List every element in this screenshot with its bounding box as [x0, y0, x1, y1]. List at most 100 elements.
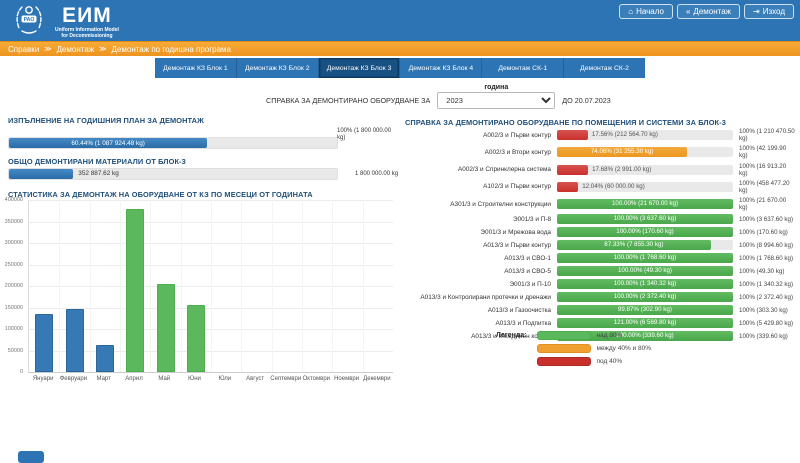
rao-emblem-icon: РАО	[10, 2, 48, 41]
brand-title: ЕИМ	[62, 3, 112, 27]
report-row-progressbar: 17.68% (2 991.00 kg)	[557, 164, 733, 175]
tab-4[interactable]: Демонтаж КЗ Блок 4	[400, 58, 483, 78]
chart-bar-Февруари	[65, 309, 84, 372]
chart-vline	[89, 200, 91, 372]
breadcrumb-separator: ≫	[99, 46, 107, 53]
report-row-fill	[557, 305, 733, 316]
chart-x-tick: Януари	[32, 376, 54, 382]
report-row-total: 100% (339.60 kg)	[739, 332, 788, 340]
chart-x-tick: Декември	[363, 376, 391, 382]
total-materials-bar-text: 352 887.62 kg	[78, 170, 119, 177]
report-row: А301/3 и Строителни конструкции 100.00% (…	[405, 197, 798, 211]
tab-1[interactable]: Демонтаж КЗ Блок 1	[155, 58, 237, 78]
chart-vline	[120, 200, 121, 372]
legend-item-green: над 80%	[536, 331, 651, 340]
annual-plan-fill: 60.44% (1 087 924.48 kg)	[9, 138, 208, 148]
report-row-bar-text: 99.87% (302.90 kg)	[617, 306, 672, 314]
report-row-total: 100% (1 210 470.50 kg)	[739, 128, 795, 143]
report-row-bar-text: 100.00% (2 372.40 kg)	[613, 293, 677, 301]
nav-button-signout[interactable]: ⇥ Изход	[744, 4, 794, 19]
report-row: А013/3 и СВО-1 100.00% (1 768.60 kg) 100% …	[405, 253, 798, 264]
chart-x-tick: Ноември	[334, 376, 360, 382]
chart-x-tick: Септември	[270, 376, 302, 382]
rooms-report-title: СПРАВКА ЗА ДЕМОНТИРАНО ОБОРУДВАНЕ ПО ПОМ…	[405, 118, 726, 127]
chart-x-tick: Март	[96, 376, 111, 382]
annual-plan-progressbar: 60.44% (1 087 924.48 kg)	[8, 137, 338, 149]
report-row-total: 100% (16 913.20 kg)	[739, 162, 787, 177]
breadcrumb: Справки ≫ Демонтаж ≫ Демонтаж по годишна про…	[0, 41, 800, 56]
chart-vline	[271, 200, 273, 372]
report-row-label: А013/3 и СВО-5	[504, 267, 551, 275]
legend-swatch-green	[536, 331, 591, 340]
report-row-bar-text: 17.68% (2 991.00 kg)	[592, 165, 652, 173]
report-row-progressbar: 121.00% (6 569.80 kg)	[557, 318, 733, 329]
report-row-total: 100% (8 994.60 kg)	[739, 241, 794, 249]
chart-x-tick: Октомври	[302, 376, 331, 382]
filter-until-label: ДО 20.07.2023	[562, 96, 611, 105]
report-row-fill	[557, 147, 688, 158]
chart-y-tick: 200000	[4, 283, 23, 289]
report-row-fill	[557, 266, 733, 277]
report-row: А102/3 и Първи контур 12.04% (60 000.00 k…	[405, 180, 798, 194]
report-row-progressbar: 74.06% (31 255.30 kg)	[557, 147, 733, 158]
chart-y-tick: 0	[19, 369, 23, 375]
report-row-label: А013/3 и СВО-1	[504, 254, 551, 262]
chart-y-tick: 400000	[4, 197, 23, 203]
report-row-progressbar: 100.00% (170.60 kg)	[557, 227, 733, 238]
tab-2[interactable]: Демонтаж КЗ Блок 2	[236, 58, 319, 78]
breadcrumb-item-1[interactable]: Справки	[8, 44, 40, 54]
breadcrumb-item-3[interactable]: Демонтаж по годишна програма	[111, 44, 232, 54]
report-row-label: А013/3 и Първи контур	[483, 241, 551, 249]
rooms-report-table: А002/3 и Първи контур 17.56% (212 564.70 …	[405, 128, 798, 344]
report-row-label: А002/3 и Първи контур	[483, 131, 551, 139]
report-row-fill	[557, 164, 589, 175]
report-row-label: Э001/3 и П-10	[509, 280, 551, 288]
total-materials-fill	[9, 169, 74, 179]
report-row-label: А013/3 и Подпитка	[495, 319, 551, 327]
total-materials-progressbar: 352 887.62 kg	[8, 168, 338, 180]
report-row: Э001/3 и П-8 100.00% (3 637.60 kg) 100% (3…	[405, 214, 798, 225]
report-row-fill	[557, 318, 733, 329]
year-select[interactable]: 2023	[437, 92, 556, 109]
filter-prefix-label: СПРАВКА ЗА ДЕМОНТИРАНО ОБОРУДВАНЕ ЗА	[266, 96, 431, 105]
report-row: А002/3 и Спринклерна система 17.68% (2 99…	[405, 163, 798, 177]
legend-label: под 40%	[596, 358, 623, 365]
report-filter: СПРАВКА ЗА ДЕМОНТИРАНО ОБОРУДВАНЕ ЗА год…	[266, 84, 611, 109]
chart-y-tick: 100000	[4, 326, 23, 332]
report-row-bar-text: 121.00% (6 569.80 kg)	[613, 319, 677, 327]
chart-y-tick: 150000	[4, 304, 23, 311]
report-row-total: 100% (303.30 kg)	[739, 306, 788, 314]
report-row-total: 100% (1 768.60 kg)	[739, 254, 794, 262]
report-row-fill	[557, 240, 711, 251]
report-row-label: А102/3 и Първи контур	[483, 183, 551, 191]
report-row-bar-text: 100.00% (1 768.60 kg)	[613, 254, 677, 262]
breadcrumb-separator: ≫	[44, 46, 52, 53]
report-row-bar-text: 100.00% (339.60 kg)	[616, 332, 674, 340]
report-row-fill	[557, 279, 733, 290]
chart-vline	[211, 200, 212, 372]
nav-button-back[interactable]: «Демонтаж	[676, 4, 741, 19]
breadcrumb-item-2[interactable]: Демонтаж	[56, 44, 95, 54]
tab-5[interactable]: Демонтаж СК-1	[482, 58, 565, 78]
report-row-label: Э001/3 и Мрежова вода	[480, 228, 551, 236]
report-row-fill	[557, 130, 588, 141]
chart-x-tick: Май	[158, 376, 171, 382]
legend-item-orange: между 40% и 80%	[536, 344, 651, 353]
legend-label: между 40% и 80%	[596, 345, 651, 352]
report-row-progressbar: 17.56% (212 564.70 kg)	[557, 130, 733, 141]
report-row-bar-text: 74.06% (31 255.30 kg)	[590, 148, 654, 156]
chart-x-tick: Юли	[218, 376, 232, 382]
annual-plan-total: 100% (1 800 000.00 kg)	[337, 128, 392, 141]
tab-6[interactable]: Демонтаж СК-2	[564, 58, 645, 78]
report-row: А002/3 и Първи контур 17.56% (212 564.70 …	[405, 128, 798, 142]
tab-3[interactable]: Демонтаж КЗ Блок 3	[318, 58, 401, 78]
chart-vline	[150, 200, 152, 372]
chart-bar-Април	[126, 208, 145, 372]
report-row-total: 100% (5 429.80 kg)	[739, 319, 794, 327]
nav-button-home[interactable]: ⌂ Начало	[619, 4, 673, 19]
report-row-fill	[557, 181, 579, 192]
brand-subtitle-1: Uniform Information Model	[55, 26, 119, 33]
report-row-progressbar: 100.00% (21 670.00 kg)	[557, 199, 733, 210]
chart-y-tick: 350000	[4, 218, 23, 225]
report-row-total: 100% (458 477.20 kg)	[739, 179, 790, 194]
